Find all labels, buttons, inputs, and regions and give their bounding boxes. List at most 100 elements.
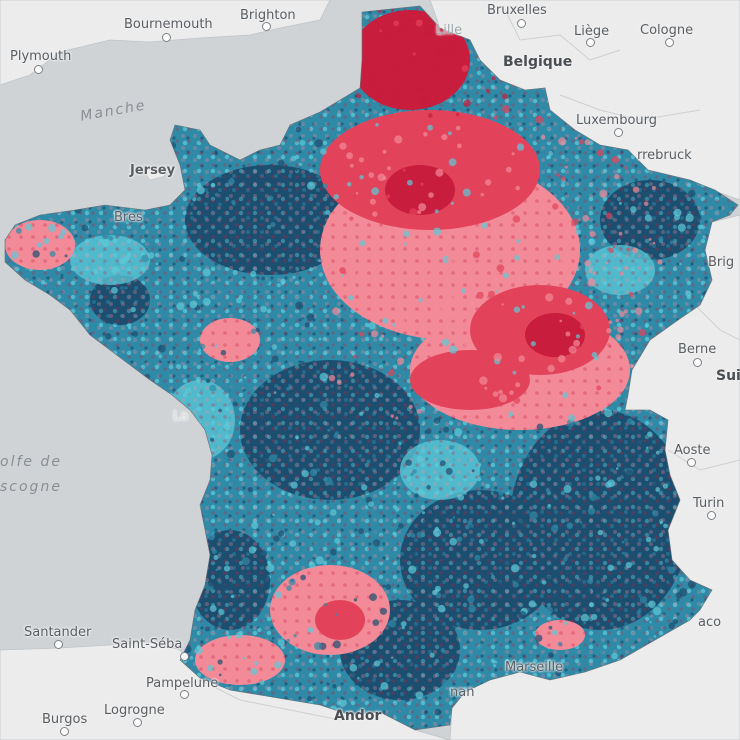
commune-patch — [445, 380, 450, 385]
commune-patch — [289, 540, 297, 547]
commune-patch — [619, 311, 625, 317]
commune-patch — [118, 528, 126, 535]
commune-patch — [647, 431, 653, 437]
commune-patch — [622, 551, 625, 555]
commune-patch — [358, 528, 365, 535]
commune-patch — [455, 351, 463, 358]
commune-patch — [583, 621, 586, 625]
commune-patch — [76, 372, 85, 381]
commune-patch — [294, 661, 299, 666]
commune-patch — [397, 357, 405, 365]
commune-patch — [251, 89, 257, 95]
commune-patch — [559, 319, 563, 323]
commune-patch — [542, 580, 547, 585]
commune-patch — [89, 561, 96, 568]
commune-patch — [618, 201, 622, 205]
commune-patch — [428, 113, 433, 118]
commune-patch — [608, 345, 612, 348]
commune-patch — [597, 586, 604, 594]
commune-patch — [221, 134, 226, 139]
commune-patch — [85, 456, 90, 461]
commune-patch — [366, 459, 371, 464]
commune-patch — [697, 224, 703, 230]
commune-patch — [652, 510, 659, 517]
commune-patch — [62, 417, 68, 423]
commune-patch — [80, 369, 87, 376]
commune-patch — [573, 450, 578, 455]
label-luxembourg: Luxembourg — [576, 113, 658, 128]
commune-patch — [395, 507, 400, 512]
commune-patch — [108, 236, 114, 241]
commune-patch — [155, 262, 159, 266]
commune-patch — [516, 577, 521, 583]
commune-patch — [55, 362, 58, 366]
commune-patch — [554, 393, 562, 402]
commune-patch — [488, 290, 495, 298]
commune-patch — [0, 363, 4, 370]
dark-red-zones — [350, 10, 585, 357]
commune-patch — [150, 579, 159, 587]
commune-patch — [153, 127, 158, 132]
commune-patch — [105, 162, 110, 167]
commune-patch — [189, 656, 194, 660]
commune-patch — [217, 195, 226, 204]
commune-patch — [337, 48, 344, 55]
commune-patch — [150, 432, 155, 438]
commune-patch — [271, 344, 278, 350]
commune-patch — [478, 332, 483, 337]
commune-patch — [409, 208, 418, 217]
commune-patch — [441, 517, 447, 523]
commune-patch — [693, 213, 702, 222]
commune-patch — [32, 340, 41, 348]
commune-patch — [84, 611, 88, 615]
commune-patch — [151, 590, 157, 596]
commune-patch — [434, 526, 440, 532]
commune-patch — [301, 317, 304, 320]
commune-patch — [275, 591, 282, 599]
commune-patch — [52, 574, 58, 580]
commune-patch — [687, 244, 691, 248]
commune-patch — [125, 492, 131, 498]
commune-patch — [125, 509, 132, 517]
commune-patch — [10, 197, 15, 202]
commune-patch — [49, 521, 56, 528]
commune-patch — [10, 370, 15, 375]
commune-patch — [615, 371, 621, 377]
commune-patch — [250, 294, 255, 299]
commune-patch — [201, 88, 209, 96]
commune-patch — [394, 135, 403, 144]
commune-patch — [40, 280, 46, 285]
commune-patch — [390, 64, 396, 70]
label-plymouth: Plymouth — [10, 49, 72, 64]
commune-patch — [480, 193, 484, 197]
commune-patch — [646, 446, 649, 450]
commune-patch — [259, 99, 267, 107]
commune-patch — [423, 332, 430, 339]
jersey-island — [142, 167, 166, 181]
commune-patch — [575, 334, 581, 339]
commune-patch — [444, 331, 449, 336]
commune-patch — [687, 580, 696, 589]
commune-patch — [344, 32, 350, 38]
commune-patch — [394, 88, 397, 92]
commune-patch — [439, 460, 446, 467]
commune-patch — [349, 216, 354, 221]
commune-patch — [176, 302, 185, 311]
commune-patch — [205, 378, 211, 384]
commune-patch — [185, 574, 193, 582]
commune-patch — [93, 640, 99, 645]
commune-patch — [415, 19, 423, 27]
commune-patch — [209, 205, 215, 211]
commune-patch — [25, 223, 33, 231]
commune-patch — [56, 87, 62, 93]
commune-patch — [202, 268, 211, 277]
label-bournemouth: Bournemouth — [124, 17, 213, 32]
commune-patch — [548, 150, 553, 156]
commune-patch — [565, 331, 571, 337]
commune-patch — [467, 520, 473, 526]
commune-patch — [106, 46, 113, 53]
commune-patch — [298, 440, 307, 449]
commune-patch — [79, 344, 86, 352]
